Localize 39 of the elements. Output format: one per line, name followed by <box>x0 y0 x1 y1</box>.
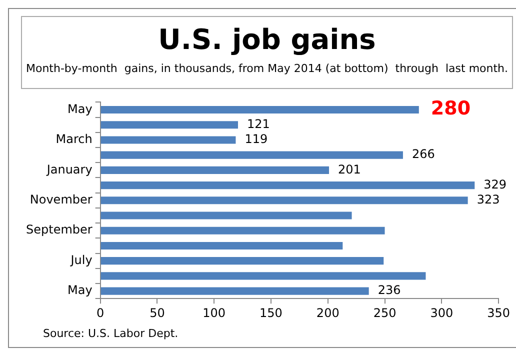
x-tick-label: 0 <box>96 306 104 320</box>
data-label: 236 <box>378 283 401 298</box>
bar <box>100 272 426 280</box>
y-tick-label: May <box>68 283 92 298</box>
bar <box>100 182 475 190</box>
bar <box>100 136 236 144</box>
chart-subtitle: Month-by-month gains, in thousands, from May 2014 (at bottom) through last month. <box>24 62 510 75</box>
x-tick-label: 150 <box>260 306 282 320</box>
bar <box>100 121 238 129</box>
bar <box>100 151 403 159</box>
x-tick-label: 350 <box>487 306 510 320</box>
bar <box>100 196 468 204</box>
x-tick-label: 100 <box>202 306 226 320</box>
data-label: 323 <box>476 192 500 207</box>
y-tick-label: May <box>68 102 92 116</box>
bar <box>100 226 385 234</box>
y-tick-label: March <box>56 132 92 146</box>
bar <box>100 287 369 295</box>
data-label: 201 <box>338 162 361 176</box>
y-tick-label: January <box>46 162 92 176</box>
source-note: Source: U.S. Labor Dept. <box>43 327 178 340</box>
x-tick-label: 200 <box>316 306 340 320</box>
data-label: 121 <box>247 116 270 131</box>
chart-title: U.S. job gains <box>157 23 377 56</box>
bar <box>100 212 352 220</box>
x-tick-label: 50 <box>150 306 165 320</box>
x-tick-label: 300 <box>430 306 454 320</box>
data-label: 329 <box>484 177 507 192</box>
bar <box>100 166 330 174</box>
data-label: 266 <box>412 147 435 162</box>
y-tick-label: November <box>30 192 92 207</box>
y-tick-label: September <box>26 222 92 237</box>
bar <box>100 106 419 114</box>
data-label: 119 <box>244 132 268 146</box>
bar <box>100 257 384 265</box>
data-label: 280 <box>430 98 471 120</box>
x-tick-label: 250 <box>373 306 396 320</box>
bar <box>100 242 343 250</box>
y-tick-label: July <box>70 252 92 267</box>
